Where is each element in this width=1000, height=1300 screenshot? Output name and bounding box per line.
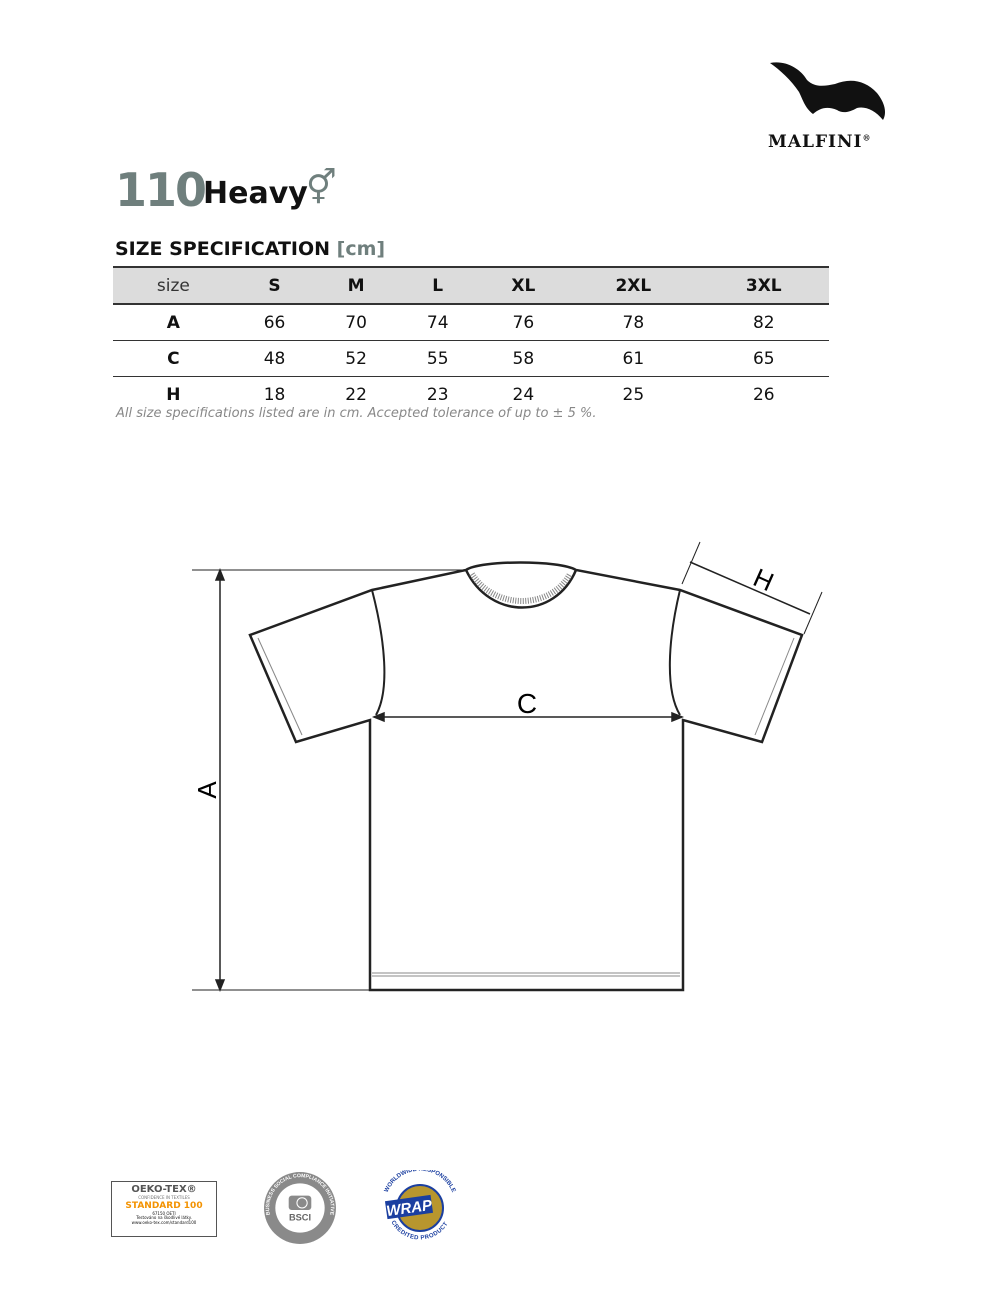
table-cell: 76 <box>478 304 569 341</box>
tolerance-note: All size specifications listed are in cm… <box>116 406 597 421</box>
table-row: H 18 22 23 24 25 26 <box>113 377 829 413</box>
product-name: Heavy <box>203 176 308 211</box>
table-cell: 18 <box>263 384 286 405</box>
table-cell: 65 <box>698 340 829 377</box>
product-number: 110 <box>115 163 207 217</box>
table-cell: 26 <box>752 384 775 405</box>
column-header: XL <box>478 266 569 305</box>
table-cell: 78 <box>568 304 699 341</box>
column-header: 2XL <box>568 266 699 305</box>
row-label: C <box>113 340 234 377</box>
table-cell: 24 <box>512 384 535 405</box>
brand-name: MALFINI® <box>768 132 872 152</box>
table-cell: 61 <box>568 340 699 377</box>
section-title: SIZE SPECIFICATION [cm] <box>115 238 386 260</box>
dimension-label-h: H <box>749 562 778 597</box>
table-cell: 58 <box>478 340 569 377</box>
size-table: size S M L XL 2XL 3XL A 66 70 74 76 78 82 C 48 52 55 58 61… <box>113 266 829 412</box>
column-header: 3XL <box>698 266 829 305</box>
dimension-label-c: C <box>517 688 537 719</box>
table-cell: 48 <box>233 340 316 377</box>
table-cell: 25 <box>622 384 645 405</box>
table-cell: 52 <box>315 340 397 377</box>
table-cell: 74 <box>396 304 479 341</box>
table-cell: 66 <box>233 304 316 341</box>
column-header: size <box>113 266 234 305</box>
oeko-tex-badge: OEKO-TEX® CONFIDENCE IN TEXTILES STANDAR… <box>111 1181 217 1237</box>
wrap-badge: WRAP WORLDWIDE RESPONSIBLE ACCREDITED PR… <box>380 1170 456 1242</box>
column-header: M <box>315 266 397 305</box>
row-label: A <box>113 304 234 341</box>
bsci-label: BSCI <box>289 1212 311 1222</box>
wrap-label: WRAP <box>385 1197 434 1220</box>
unisex-icon: ⚥ <box>306 168 337 208</box>
tshirt-outline <box>248 561 804 992</box>
table-header: size S M L XL 2XL 3XL <box>113 266 829 305</box>
row-label: H <box>166 384 181 405</box>
table-row: C 48 52 55 58 61 65 <box>113 340 829 377</box>
table-cell: 55 <box>396 340 479 377</box>
eagle-logo-icon <box>770 62 885 120</box>
table-cell: 70 <box>315 304 397 341</box>
table-cell: 23 <box>426 384 449 405</box>
dimension-label-a: A <box>192 781 222 799</box>
column-header: L <box>396 266 479 305</box>
column-header: S <box>233 266 316 305</box>
table-cell: 82 <box>698 304 829 341</box>
table-row: A 66 70 74 76 78 82 <box>113 304 829 341</box>
bsci-badge: BSCI BUSINESS SOCIAL COMPLIANCE INITIATI… <box>264 1172 336 1244</box>
tshirt-diagram: A C H <box>192 541 823 993</box>
table-cell: 22 <box>345 384 367 405</box>
